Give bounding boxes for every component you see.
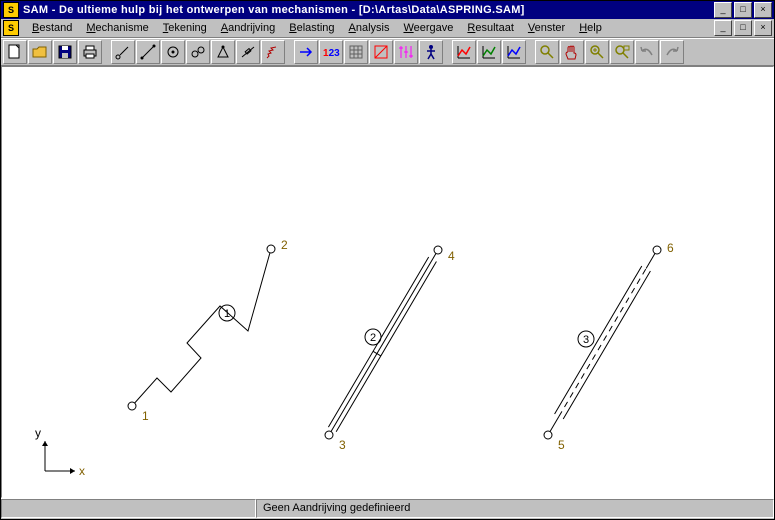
svg-text:5: 5 (558, 438, 565, 452)
svg-text:1: 1 (224, 308, 230, 320)
tool-redo[interactable] (660, 40, 684, 64)
tool-analyze-go[interactable] (419, 40, 443, 64)
tool-undo[interactable] (635, 40, 659, 64)
menu-resultaat[interactable]: Resultaat (460, 21, 520, 35)
tool-beam[interactable] (136, 40, 160, 64)
mdi-icon[interactable]: S (3, 20, 19, 36)
tool-analyze2[interactable] (394, 40, 418, 64)
toolbar: 123 (1, 38, 774, 66)
menu-belasting[interactable]: Belasting (282, 21, 341, 35)
menu-analysis[interactable]: Analysis (342, 21, 397, 35)
menu-mechanisme[interactable]: Mechanisme (79, 21, 155, 35)
svg-text:123: 123 (323, 48, 340, 59)
tool-slider[interactable] (236, 40, 260, 64)
tool-pin[interactable] (211, 40, 235, 64)
window-controls: _ □ × (712, 2, 772, 18)
svg-text:x: x (79, 464, 85, 478)
menu-weergave[interactable]: Weergave (396, 21, 460, 35)
tool-analyze1[interactable] (369, 40, 393, 64)
maximize-button[interactable]: □ (734, 2, 752, 18)
tool-new[interactable] (3, 40, 27, 64)
tool-zoom-out[interactable] (610, 40, 634, 64)
tool-zoom-in[interactable] (585, 40, 609, 64)
tool-zoom-hand[interactable] (560, 40, 584, 64)
tool-save[interactable] (53, 40, 77, 64)
menu-venster[interactable]: Venster (521, 21, 572, 35)
tool-gear[interactable] (161, 40, 185, 64)
tool-zoom[interactable] (535, 40, 559, 64)
tool-drive[interactable] (294, 40, 318, 64)
svg-text:6: 6 (667, 241, 674, 255)
mdi-minimize-button[interactable]: _ (714, 20, 732, 36)
menubar: S BestandMechanismeTekeningAandrijvingBe… (1, 19, 774, 38)
svg-text:4: 4 (448, 249, 455, 263)
svg-text:2: 2 (370, 332, 376, 344)
menu-help[interactable]: Help (572, 21, 609, 35)
svg-text:3: 3 (583, 334, 589, 346)
tool-node[interactable] (111, 40, 135, 64)
close-button[interactable]: × (754, 2, 772, 18)
menu-tekening[interactable]: Tekening (156, 21, 214, 35)
mdi-window-controls: _ □ × (712, 20, 772, 36)
svg-text:2: 2 (281, 238, 288, 252)
status-pane-1 (1, 499, 256, 518)
menu-bestand[interactable]: Bestand (25, 21, 79, 35)
svg-text:3: 3 (339, 438, 346, 452)
svg-text:y: y (35, 426, 41, 440)
statusbar: Geen Aandrijving gedefinieerd (1, 498, 774, 518)
minimize-button[interactable]: _ (714, 2, 732, 18)
svg-text:1: 1 (142, 409, 149, 423)
tool-belt[interactable] (186, 40, 210, 64)
menu-aandrijving[interactable]: Aandrijving (214, 21, 282, 35)
tool-spring[interactable] (261, 40, 285, 64)
tool-graph3[interactable] (502, 40, 526, 64)
status-pane-2: Geen Aandrijving gedefinieerd (256, 499, 774, 518)
app-icon: S (3, 2, 19, 18)
tool-graph2[interactable] (477, 40, 501, 64)
tool-open[interactable] (28, 40, 52, 64)
tool-grid[interactable] (344, 40, 368, 64)
drawing-canvas[interactable]: x y 1 2 1 3 4 2 5 6 3 (1, 66, 774, 498)
mdi-close-button[interactable]: × (754, 20, 772, 36)
tool-print[interactable] (78, 40, 102, 64)
window-title: SAM - De ultieme hulp bij het ontwerpen … (23, 4, 712, 16)
tool-graph1[interactable] (452, 40, 476, 64)
tool-motion-num[interactable]: 123 (319, 40, 343, 64)
mdi-maximize-button[interactable]: □ (734, 20, 752, 36)
titlebar: S SAM - De ultieme hulp bij het ontwerpe… (1, 1, 774, 19)
